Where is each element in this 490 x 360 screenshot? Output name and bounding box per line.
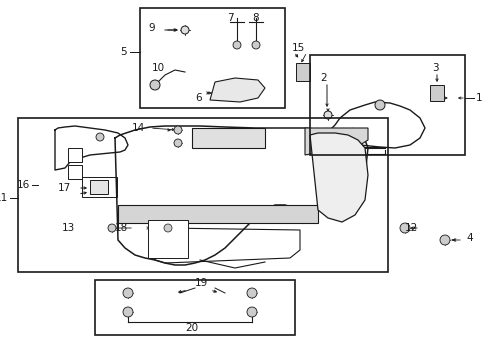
- Circle shape: [440, 235, 450, 245]
- Text: 11: 11: [0, 193, 8, 203]
- Polygon shape: [310, 133, 368, 222]
- Bar: [310, 55, 465, 155]
- Polygon shape: [305, 128, 368, 155]
- Circle shape: [123, 288, 133, 298]
- Text: 5: 5: [121, 47, 127, 57]
- Bar: [68, 165, 82, 179]
- Text: 13: 13: [62, 223, 75, 233]
- Circle shape: [96, 133, 104, 141]
- Text: 1: 1: [476, 93, 483, 103]
- Text: 19: 19: [195, 278, 208, 288]
- Circle shape: [247, 288, 257, 298]
- Circle shape: [150, 80, 160, 90]
- Text: 17: 17: [58, 183, 71, 193]
- Bar: [118, 205, 318, 223]
- Circle shape: [233, 41, 241, 49]
- Text: 4: 4: [466, 233, 473, 243]
- Bar: [296, 63, 310, 81]
- Text: 10: 10: [152, 63, 165, 73]
- Circle shape: [181, 26, 189, 34]
- Text: 14: 14: [132, 123, 145, 133]
- Bar: [140, 8, 285, 108]
- Text: 16: 16: [17, 180, 30, 190]
- Text: 9: 9: [148, 23, 155, 33]
- Circle shape: [252, 41, 260, 49]
- Bar: [90, 180, 108, 194]
- Circle shape: [375, 100, 385, 110]
- Circle shape: [400, 223, 410, 233]
- Text: 15: 15: [292, 43, 305, 53]
- Circle shape: [108, 224, 116, 232]
- Circle shape: [123, 307, 133, 317]
- Circle shape: [247, 307, 257, 317]
- Text: 20: 20: [185, 323, 198, 333]
- Bar: [68, 148, 82, 162]
- Bar: [18, 118, 388, 272]
- Bar: [430, 85, 444, 101]
- Circle shape: [164, 224, 172, 232]
- Text: 3: 3: [432, 63, 439, 73]
- Text: 12: 12: [405, 223, 418, 233]
- Polygon shape: [210, 78, 265, 102]
- Text: 2: 2: [320, 73, 327, 83]
- Text: 8: 8: [252, 13, 259, 23]
- Text: 18: 18: [115, 223, 128, 233]
- Bar: [95, 280, 295, 335]
- Circle shape: [324, 111, 332, 119]
- Circle shape: [174, 126, 182, 134]
- Bar: [192, 128, 265, 148]
- Text: 6: 6: [196, 93, 202, 103]
- Bar: [148, 220, 188, 258]
- Text: 7: 7: [227, 13, 234, 23]
- Bar: [82, 177, 117, 197]
- Circle shape: [174, 139, 182, 147]
